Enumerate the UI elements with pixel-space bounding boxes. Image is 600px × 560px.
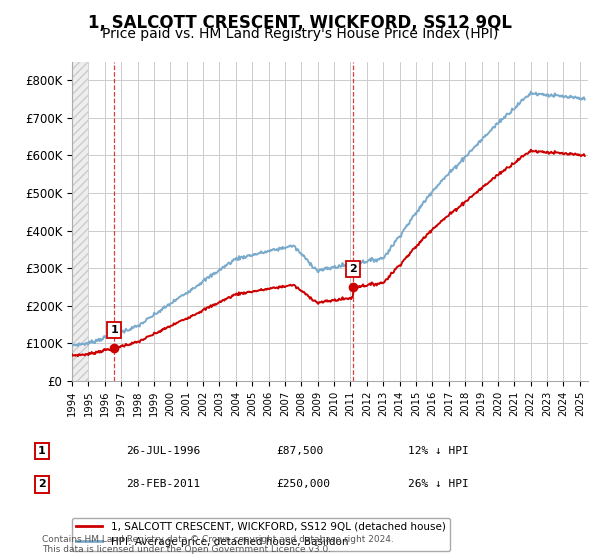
Text: 26% ↓ HPI: 26% ↓ HPI [408, 479, 469, 489]
Text: Contains HM Land Registry data © Crown copyright and database right 2024.
This d: Contains HM Land Registry data © Crown c… [42, 535, 394, 554]
Text: £87,500: £87,500 [276, 446, 323, 456]
Legend: 1, SALCOTT CRESCENT, WICKFORD, SS12 9QL (detached house), HPI: Average price, de: 1, SALCOTT CRESCENT, WICKFORD, SS12 9QL … [72, 517, 449, 551]
Text: 28-FEB-2011: 28-FEB-2011 [126, 479, 200, 489]
Text: 1: 1 [38, 446, 46, 456]
Text: Price paid vs. HM Land Registry's House Price Index (HPI): Price paid vs. HM Land Registry's House … [102, 27, 498, 41]
Text: 1: 1 [110, 325, 118, 335]
Text: 26-JUL-1996: 26-JUL-1996 [126, 446, 200, 456]
Text: 12% ↓ HPI: 12% ↓ HPI [408, 446, 469, 456]
Text: 2: 2 [349, 264, 357, 274]
Text: 1, SALCOTT CRESCENT, WICKFORD, SS12 9QL: 1, SALCOTT CRESCENT, WICKFORD, SS12 9QL [88, 14, 512, 32]
Text: 2: 2 [38, 479, 46, 489]
Text: £250,000: £250,000 [276, 479, 330, 489]
